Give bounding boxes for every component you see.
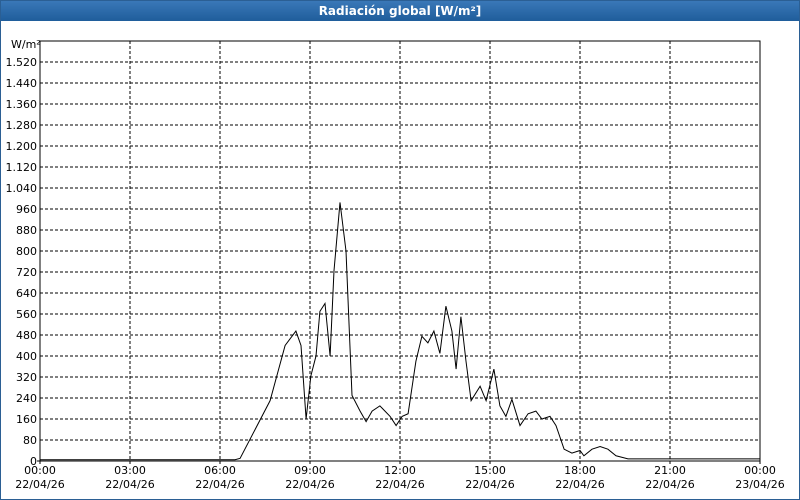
x-tick-label: 09:00: [294, 464, 326, 477]
y-tick-label: 1.040: [6, 182, 38, 195]
x-tick-date: 22/04/26: [645, 478, 694, 491]
x-tick-date: 22/04/26: [465, 478, 514, 491]
x-tick-date: 22/04/26: [105, 478, 154, 491]
y-tick-label: 240: [16, 392, 37, 405]
x-tick-label: 21:00: [654, 464, 686, 477]
x-tick-label: 15:00: [474, 464, 506, 477]
x-tick-date: 22/04/26: [555, 478, 604, 491]
y-tick-label: 720: [16, 266, 37, 279]
y-tick-label: 80: [23, 434, 37, 447]
x-tick-label: 06:00: [204, 464, 236, 477]
x-tick-label: 00:00: [24, 464, 56, 477]
y-tick-label: 1.360: [6, 98, 38, 111]
x-tick-label: 00:00: [744, 464, 776, 477]
x-tick-date: 23/04/26: [735, 478, 784, 491]
x-tick-date: 22/04/26: [375, 478, 424, 491]
chart: W/m² 0 80 160 240 320 400 480 560 640 720 800 880 96…: [6, 38, 785, 491]
y-tick-label: 160: [16, 413, 37, 426]
y-tick-label: 1.200: [6, 140, 38, 153]
y-tick-label: 800: [16, 245, 37, 258]
y-unit: W/m²: [11, 38, 41, 51]
x-tick-date: 22/04/26: [195, 478, 244, 491]
data-line: [40, 202, 760, 461]
x-tick-label: 03:00: [114, 464, 146, 477]
y-tick-label: 0: [30, 455, 37, 468]
x-tick-label: 18:00: [564, 464, 596, 477]
title-bar: Radiación global [W/m²]: [1, 1, 799, 21]
y-tick-label: 1.440: [6, 77, 38, 90]
y-tick-label: 320: [16, 371, 37, 384]
y-tick-label: 1.280: [6, 119, 38, 132]
y-tick-label: 480: [16, 329, 37, 342]
y-tick-label: 640: [16, 287, 37, 300]
y-tick-label: 400: [16, 350, 37, 363]
y-tick-label: 880: [16, 224, 37, 237]
y-tick-label: 1.120: [6, 161, 38, 174]
y-tick-label: 560: [16, 308, 37, 321]
x-tick-date: 22/04/26: [285, 478, 334, 491]
x-tick-label: 12:00: [384, 464, 416, 477]
x-tick-date: 22/04/26: [15, 478, 64, 491]
y-tick-label: 1.520: [6, 56, 38, 69]
y-tick-label: 960: [16, 203, 37, 216]
